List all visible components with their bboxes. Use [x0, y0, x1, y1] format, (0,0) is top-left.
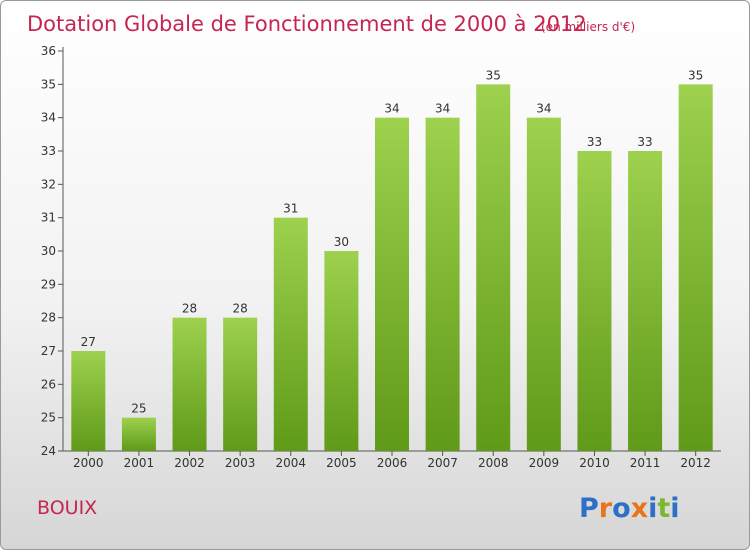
bar — [577, 151, 612, 451]
x-tick-label: 2004 — [275, 456, 306, 470]
data-label: 31 — [283, 202, 298, 216]
y-tick-label: 32 — [41, 177, 56, 191]
logo-letter: P — [579, 493, 599, 524]
x-tick-label: 2009 — [529, 456, 560, 470]
x-tick-label: 2012 — [680, 456, 711, 470]
x-axis: 2000 2001 2002 2003 2004 2005 2006 2007 2008 2009… — [63, 450, 721, 470]
data-label: 28 — [182, 302, 197, 316]
x-tick-label: 2000 — [73, 456, 104, 470]
logo-letter: t — [657, 493, 670, 524]
bar — [425, 117, 460, 452]
logo-letter: r — [599, 493, 613, 524]
x-tick-label: 2007 — [427, 456, 458, 470]
x-tick-label: 2001 — [124, 456, 155, 470]
data-labels-group: 27 25 28 28 31 30 34 34 35 34 33 33 35 — [81, 68, 704, 415]
y-tick-label: 31 — [41, 211, 56, 225]
chart-title: Dotation Globale de Fonctionnement de 20… — [27, 12, 587, 36]
x-tick-label: 2005 — [326, 456, 357, 470]
proxiti-logo: Proxiti — [579, 493, 680, 524]
y-tick-label: 35 — [41, 77, 56, 91]
commune-name: BOUIX — [37, 497, 97, 519]
data-label: 28 — [233, 302, 248, 316]
data-label: 34 — [384, 102, 399, 116]
x-tick-label: 2008 — [478, 456, 509, 470]
bar — [121, 417, 156, 451]
logo-letter: x — [631, 493, 648, 524]
data-label: 34 — [536, 102, 551, 116]
data-label: 25 — [131, 402, 146, 416]
chart-subtitle: (en milliers d'€) — [541, 20, 635, 34]
logo-letter: i — [648, 493, 657, 524]
x-tick-label: 2011 — [630, 456, 661, 470]
bar — [628, 151, 663, 451]
data-label: 35 — [688, 68, 703, 82]
y-tick-label: 34 — [41, 111, 56, 125]
data-label: 33 — [637, 135, 652, 149]
y-tick-label: 36 — [41, 44, 56, 58]
y-tick-label: 25 — [41, 411, 56, 425]
bar — [476, 84, 511, 451]
y-tick-label: 26 — [41, 377, 56, 391]
y-tick-label: 29 — [41, 277, 56, 291]
bar — [526, 117, 561, 452]
x-tick-label: 2006 — [377, 456, 408, 470]
y-tick-label: 24 — [41, 444, 56, 458]
logo-letter: i — [670, 493, 679, 524]
y-tick-label: 27 — [41, 344, 56, 358]
bar — [678, 84, 713, 451]
x-tick-label: 2003 — [225, 456, 256, 470]
bars-group — [71, 84, 713, 452]
y-axis: 24 25 26 27 28 29 30 31 32 33 34 35 36 — [41, 44, 64, 458]
y-tick-label: 33 — [41, 144, 56, 158]
x-tick-label: 2010 — [579, 456, 610, 470]
bar — [273, 217, 308, 451]
data-label: 35 — [486, 68, 501, 82]
bar — [172, 317, 207, 451]
y-tick-label: 30 — [41, 244, 56, 258]
data-label: 34 — [435, 102, 450, 116]
x-tick-label: 2002 — [174, 456, 205, 470]
bar — [223, 317, 258, 451]
data-label: 33 — [587, 135, 602, 149]
data-label: 30 — [334, 235, 349, 249]
data-label: 27 — [81, 335, 96, 349]
bar — [71, 351, 106, 451]
bar — [375, 117, 409, 452]
y-tick-label: 28 — [41, 311, 56, 325]
bar — [324, 251, 359, 451]
logo-letter: o — [612, 493, 631, 524]
